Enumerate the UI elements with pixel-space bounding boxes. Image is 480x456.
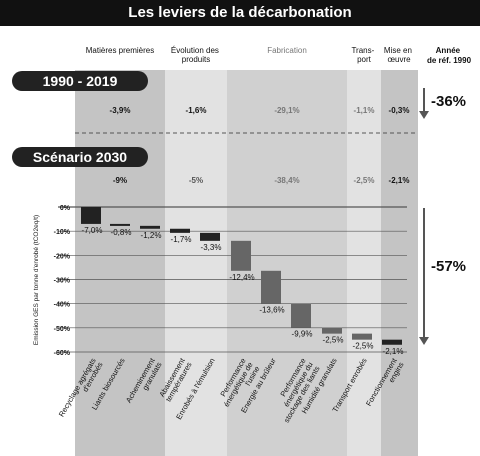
band-mise-en-oeuvre [381,70,418,456]
period-label-1990-2019: 1990 - 2019 [43,73,118,89]
bar [352,333,372,340]
bar [382,339,402,345]
y-tick-label: -40% [54,302,71,309]
value-2030-transport: -2,5% [354,176,375,185]
band-matieres-premieres [75,70,165,456]
bar [322,327,342,334]
group-header-fabrication: Fabrication [267,46,307,55]
period-badge-scenario-2030 [12,147,148,167]
bar-value-label: -13,6% [259,306,284,315]
total-scenario-2030: -57% [431,258,466,275]
y-tick-label: -50% [54,326,71,333]
y-axis-label: Emission GES par tonne d'enrobé (tCO2eq/… [33,215,40,345]
bar-value-label: -2,1% [383,347,404,356]
bar [200,232,220,241]
bar [140,225,160,229]
chart-title: Les leviers de la décarbonation [0,0,480,26]
arrow-1990-head [419,111,429,119]
y-tick-label: -30% [54,278,71,285]
bar [110,223,130,226]
value-2030-mise-en-oeuvre: -2,1% [389,176,410,185]
value-1990-mise-en-oeuvre: -0,3% [389,106,410,115]
arrow-2030-head [419,337,429,345]
bar-value-label: -12,4% [229,273,254,282]
value-2030-fabrication: -38,4% [274,176,299,185]
bar-value-label: -1,7% [171,235,192,244]
group-header-evolution: Évolution des produits [171,46,221,64]
value-2030-matieres: -9% [113,176,127,185]
group-header-transport: Trans- port [351,46,376,64]
y-tick-label: 0% [60,205,71,212]
value-2030-evolution: -5% [189,176,203,185]
bar-value-label: -1,2% [141,231,162,240]
bar-value-label: -3,3% [201,243,222,252]
reference-year-header: Année de réf. 1990 [427,46,472,65]
bar [291,303,311,328]
bar [261,270,281,304]
period-badge-1990-2019 [12,71,148,91]
bar-value-label: -9,9% [292,330,313,339]
band-transport [347,70,381,456]
bar [170,228,190,233]
bar [231,240,251,271]
y-tick-label: -20% [54,253,71,260]
value-1990-transport: -1,1% [354,106,375,115]
band-evolution-produits [165,70,227,456]
bar-value-label: -7,0% [82,226,103,235]
y-tick-label: -10% [54,229,71,236]
bar-value-label: -0,8% [111,228,132,237]
period-label-scenario-2030: Scénario 2030 [33,149,127,165]
bar-value-label: -2,5% [353,342,374,351]
y-tick-label: -60% [54,350,71,357]
group-header-matieres: Matières premières [86,46,154,55]
value-1990-matieres: -3,9% [110,106,131,115]
total-1990-2019: -36% [431,93,466,110]
value-1990-evolution: -1,6% [186,106,207,115]
bar [81,207,101,224]
value-1990-fabrication: -29,1% [274,106,299,115]
bar-value-label: -2,5% [323,336,344,345]
group-header-mise-en-oeuvre: Mise en œuvre [384,46,414,64]
